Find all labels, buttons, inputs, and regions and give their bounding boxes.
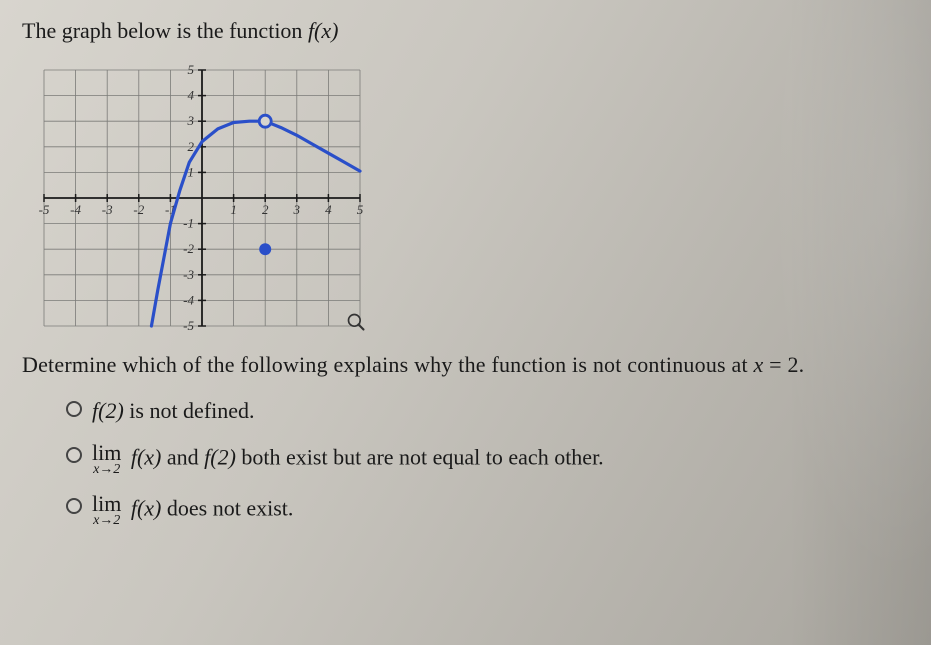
question-text: Determine which of the following explain… [22,352,909,378]
option-b-rest: both exist but are not equal to each oth… [236,444,604,469]
option-b-text: lim x→2 f(x) and f(2) both exist but are… [92,442,604,477]
svg-text:3: 3 [187,113,195,128]
option-a-func: f(2) [92,398,124,423]
svg-text:4: 4 [188,88,195,103]
magnify-icon[interactable] [346,312,366,332]
question-prefix: Determine which of the following explain… [22,352,753,377]
svg-text:2: 2 [262,202,269,217]
radio-icon[interactable] [66,447,82,463]
function-graph: -5-4-3-2-112345-5-4-3-2-112345 [32,58,372,338]
option-b[interactable]: lim x→2 f(x) and f(2) both exist but are… [66,442,909,477]
svg-text:-1: -1 [183,216,194,231]
option-c-rest: does not exist. [161,495,293,520]
option-b-f2: f(2) [204,444,236,469]
radio-icon[interactable] [66,401,82,417]
lim-bot: x→2 [92,463,121,477]
svg-text:2: 2 [188,139,195,154]
svg-text:5: 5 [357,202,364,217]
limit-notation: lim x→2 [92,493,121,528]
option-a[interactable]: f(2) is not defined. [66,396,909,426]
option-a-after: is not defined. [124,398,255,423]
option-b-fx: f(x) [131,444,162,469]
svg-text:-4: -4 [183,292,194,307]
svg-text:-5: -5 [39,202,50,217]
svg-text:1: 1 [230,202,237,217]
svg-text:-2: -2 [133,202,144,217]
option-c-fx: f(x) [131,495,162,520]
svg-text:-5: -5 [183,318,194,333]
lim-top: lim [92,491,121,516]
prompt-text: The graph below is the function f(x) [22,18,909,44]
limit-notation: lim x→2 [92,442,121,477]
svg-text:-2: -2 [183,241,194,256]
svg-text:-3: -3 [102,202,113,217]
svg-text:-3: -3 [183,267,194,282]
question-var: x [753,352,763,377]
options-group: f(2) is not defined. lim x→2 f(x) and f(… [66,396,909,528]
svg-text:-4: -4 [70,202,81,217]
svg-text:5: 5 [188,62,195,77]
prompt-function: f(x) [308,18,339,43]
svg-text:4: 4 [325,202,332,217]
option-a-text: f(2) is not defined. [92,396,255,426]
lim-bot: x→2 [92,514,121,528]
option-c-text: lim x→2 f(x) does not exist. [92,493,293,528]
prompt-prefix: The graph below is the function [22,18,308,43]
lim-top: lim [92,440,121,465]
svg-text:3: 3 [293,202,301,217]
option-c[interactable]: lim x→2 f(x) does not exist. [66,493,909,528]
option-b-and: and [161,444,204,469]
question-eq: = 2. [769,352,804,377]
radio-icon[interactable] [66,498,82,514]
